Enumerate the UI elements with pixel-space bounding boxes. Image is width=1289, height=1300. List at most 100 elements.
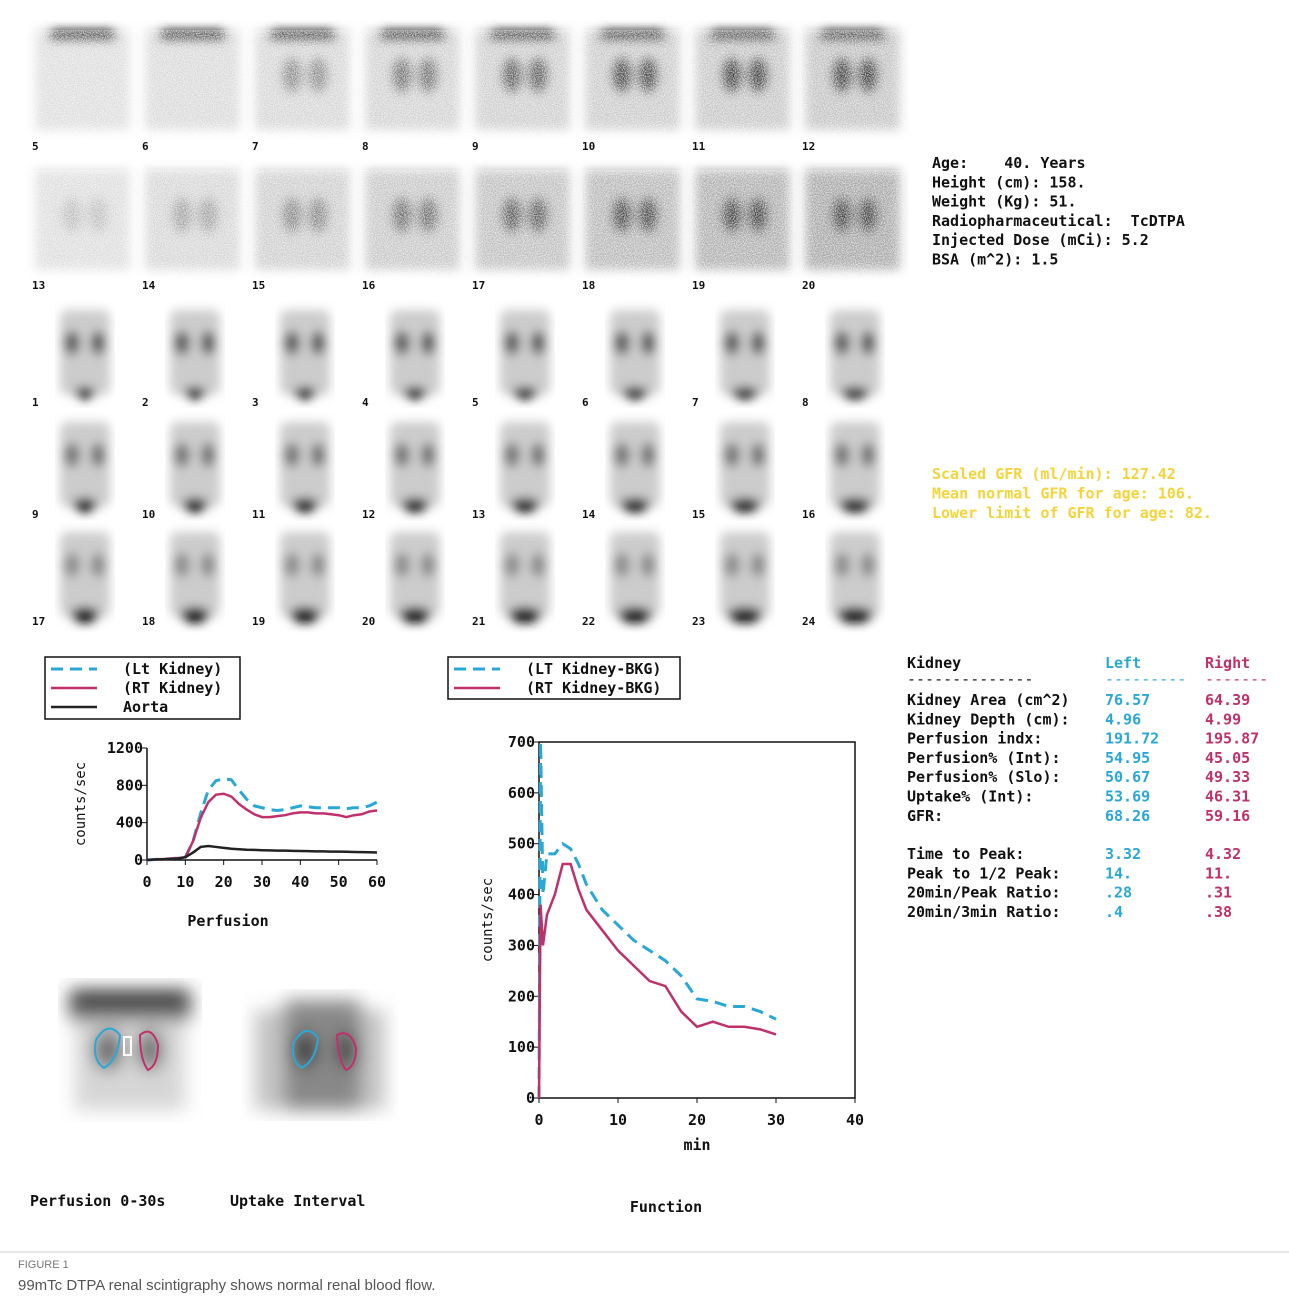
frame-number: 14 xyxy=(142,279,156,292)
scan-kidney xyxy=(311,443,325,467)
scan-image xyxy=(30,30,135,140)
scan-activity xyxy=(830,422,880,512)
table-header: Right xyxy=(1205,654,1250,672)
series-line xyxy=(537,862,777,1099)
x-tick-label: 40 xyxy=(846,1111,864,1129)
frame-number: 15 xyxy=(252,279,265,292)
scan-kidney xyxy=(64,331,80,355)
scan-noise xyxy=(360,30,465,140)
scan-kidney xyxy=(174,443,190,467)
table-cell: 11. xyxy=(1205,864,1232,882)
scan-kidney xyxy=(174,553,190,577)
gfr-info: Lower limit of GFR for age: 82. xyxy=(932,504,1212,522)
scan-kidney xyxy=(91,331,105,355)
scan-activity xyxy=(390,422,440,512)
scan-kidney xyxy=(834,443,850,467)
scan-kidney xyxy=(614,443,630,467)
scan-noise xyxy=(250,30,355,140)
scan-image xyxy=(280,422,330,512)
frame-number: 15 xyxy=(692,508,705,521)
frame-number: 20 xyxy=(802,279,815,292)
frame-number: 5 xyxy=(472,396,479,409)
y-tick-label: 800 xyxy=(116,776,143,794)
scan-kidney xyxy=(311,331,325,355)
scan-activity xyxy=(280,310,330,399)
legend-box xyxy=(447,656,681,700)
scan-activity xyxy=(500,310,550,399)
table-cell: 20min/3min Ratio: xyxy=(907,903,1061,921)
frame-number: 17 xyxy=(472,279,485,292)
scan-image xyxy=(250,30,355,140)
scan-kidney xyxy=(751,331,765,355)
scan-image xyxy=(470,30,575,140)
x-tick-label: 40 xyxy=(291,873,309,891)
frame-number: 19 xyxy=(252,615,265,628)
table-cell: 20min/Peak Ratio: xyxy=(907,884,1061,902)
scan-bladder xyxy=(836,607,874,623)
scan-noise xyxy=(580,30,685,140)
scan-bladder xyxy=(71,607,99,623)
table-cell: 68.26 xyxy=(1105,807,1150,825)
scan-image xyxy=(830,310,880,399)
table-cell: Kidney Depth (cm): xyxy=(907,710,1070,728)
scan-activity xyxy=(170,532,220,623)
table-cell: 46.31 xyxy=(1205,788,1250,806)
y-tick-label: 700 xyxy=(508,733,535,751)
scan-image xyxy=(610,532,660,623)
scan-kidney xyxy=(201,553,215,577)
table-cell: 59.16 xyxy=(1205,807,1250,825)
scan-image xyxy=(170,310,220,399)
scan-activity xyxy=(170,310,220,399)
scan-activity xyxy=(170,422,220,512)
frame-number: 7 xyxy=(692,396,699,409)
scan-activity xyxy=(60,422,110,512)
scan-activity xyxy=(280,422,330,512)
table-cell: 50.67 xyxy=(1105,768,1150,786)
scan-image xyxy=(250,170,355,280)
table-separator: ------- xyxy=(1205,670,1268,688)
table-cell: Perfusion indx: xyxy=(907,730,1042,748)
table-cell: 191.72 xyxy=(1105,730,1159,748)
table-cell: 76.57 xyxy=(1105,691,1150,709)
table-cell: Uptake% (Int): xyxy=(907,788,1033,806)
scan-image xyxy=(60,532,110,623)
table-cell: 45.05 xyxy=(1205,749,1250,767)
scan-image xyxy=(720,310,770,399)
scan-noise xyxy=(30,30,135,140)
scan-activity xyxy=(60,310,110,399)
y-tick-label: 400 xyxy=(116,814,143,832)
scan-kidney xyxy=(641,553,655,577)
frame-number: 22 xyxy=(582,615,595,628)
scan-image xyxy=(280,310,330,399)
y-tick-label: 300 xyxy=(508,936,535,954)
scan-noise xyxy=(470,30,575,140)
scan-activity xyxy=(390,532,440,623)
frame-number: 13 xyxy=(472,508,485,521)
table-cell: 4.32 xyxy=(1205,845,1241,863)
scan-kidney xyxy=(394,553,410,577)
patient-info: Weight (Kg): 51. xyxy=(932,193,1077,211)
frame-number: 16 xyxy=(362,279,376,292)
scan-bladder xyxy=(184,387,206,399)
scan-image xyxy=(390,310,440,399)
legend-label: (Lt Kidney) xyxy=(123,660,222,678)
scan-image xyxy=(500,532,550,623)
x-tick-label: 0 xyxy=(142,873,151,891)
image-label: Perfusion 0-30s xyxy=(30,1192,165,1210)
table-cell: Perfusion% (Slo): xyxy=(907,768,1061,786)
scan-noise xyxy=(690,170,795,280)
scan-bladder xyxy=(403,387,427,399)
scan-bladder xyxy=(291,498,319,512)
scan-noise xyxy=(250,170,355,280)
image-label: Uptake Interval xyxy=(230,1192,365,1210)
scan-bladder xyxy=(289,607,321,623)
scan-kidney xyxy=(201,331,215,355)
frame-number: 10 xyxy=(582,140,595,153)
scan-kidney xyxy=(421,553,435,577)
scan-image xyxy=(390,532,440,623)
scan-kidney xyxy=(91,443,105,467)
frame-number: 11 xyxy=(252,508,266,521)
y-tick-label: 100 xyxy=(508,1038,535,1056)
frame-number: 8 xyxy=(802,396,809,409)
